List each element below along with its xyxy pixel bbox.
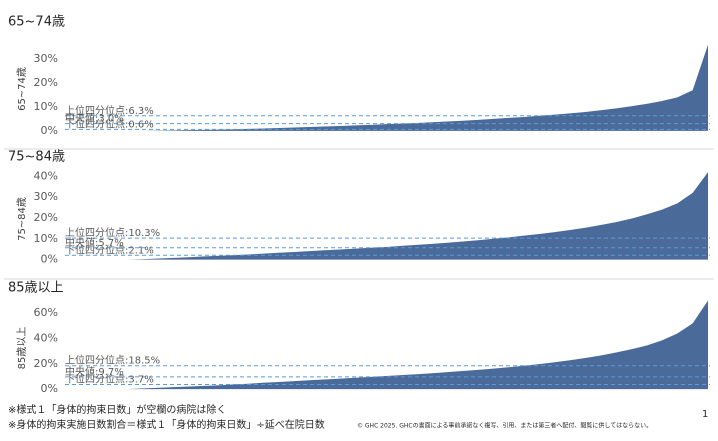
y-axis-label: 65~74歳	[16, 67, 28, 111]
panel-title: 85歳以上	[8, 281, 64, 296]
reference-label: 中央値:5.7%	[65, 236, 124, 249]
reference-label: 上位四分位点:10.3%	[65, 226, 160, 239]
y-tick-label: 40%	[34, 332, 58, 345]
reference-label: 上位四分位点:18.5%	[65, 354, 160, 367]
y-tick-label: 0%	[41, 382, 58, 395]
y-tick-label: 40%	[34, 169, 58, 182]
y-tick-label: 20%	[34, 76, 58, 89]
y-tick-label: 10%	[34, 232, 58, 245]
reference-label: 下位四分位点:2.1%	[65, 243, 154, 256]
y-tick-label: 10%	[34, 100, 58, 113]
reference-label: 上位四分位点:6.3%	[65, 104, 154, 117]
panel-title: 75~84歳	[8, 150, 65, 165]
copyright: © GHC 2025. GHCの書面による事前承諾なく複写、引用、または第三者へ…	[357, 422, 652, 430]
reference-label: 下位四分位点:0.6%	[65, 117, 154, 130]
distribution-area	[110, 300, 708, 390]
reference-label: 中央値:9.7%	[65, 365, 124, 378]
y-tick-label: 0%	[41, 253, 58, 266]
y-tick-label: 30%	[34, 190, 58, 203]
y-tick-label: 20%	[34, 211, 58, 224]
footnote: ※身体的拘束実施日数割合＝様式１「身体的拘束日数」÷延べ在院日数	[8, 418, 325, 431]
distribution-area	[110, 44, 708, 131]
y-axis-label: 85歳以上	[16, 327, 28, 370]
y-axis-label: 75~84歳	[16, 197, 28, 241]
y-tick-label: 20%	[34, 357, 58, 370]
y-tick-label: 0%	[41, 124, 58, 137]
y-tick-label: 60%	[34, 306, 58, 319]
y-tick-label: 30%	[34, 52, 58, 65]
footnote: ※様式１「身体的拘束日数」が空欄の病院は除く	[8, 403, 226, 416]
reference-label: 中央値:3.0%	[65, 112, 124, 125]
reference-label: 下位四分位点:3.7%	[65, 372, 154, 385]
page-number: 1	[702, 409, 708, 420]
panel-title: 65~74歳	[8, 15, 65, 30]
